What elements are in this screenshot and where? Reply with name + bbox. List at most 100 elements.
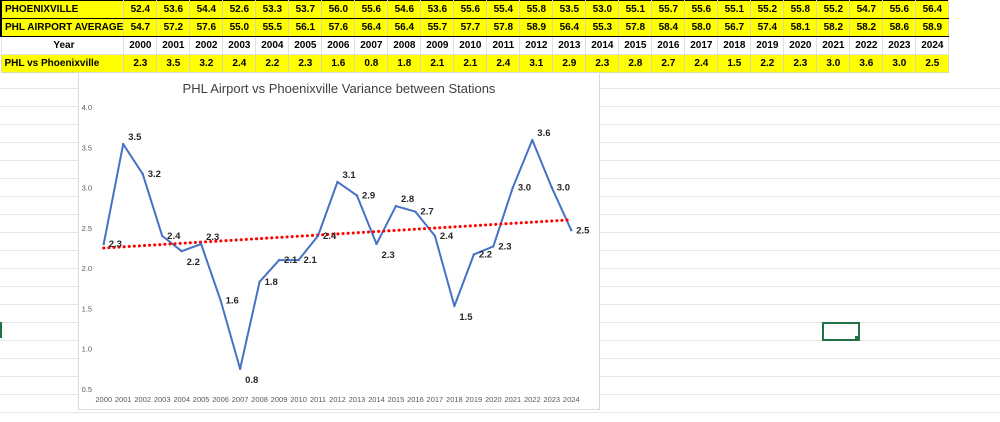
cell[interactable]: 53.6 (420, 0, 455, 19)
cell[interactable]: 2.1 (453, 54, 488, 73)
cell[interactable]: 58.2 (849, 18, 884, 37)
cell[interactable]: 1.6 (321, 54, 356, 73)
cell[interactable]: 57.8 (618, 18, 653, 37)
cell[interactable]: 3.6 (849, 54, 884, 73)
cell[interactable]: 57.6 (321, 18, 356, 37)
row-label-phoenixville[interactable]: PHOENIXVILLE (0, 0, 125, 19)
cell[interactable]: 2012 (519, 36, 554, 55)
cell[interactable]: 58.2 (816, 18, 851, 37)
cell[interactable]: 2013 (552, 36, 587, 55)
cell[interactable]: 55.8 (783, 0, 818, 19)
cell[interactable]: 2020 (783, 36, 818, 55)
cell[interactable]: 53.3 (255, 0, 290, 19)
cell[interactable]: 2001 (156, 36, 191, 55)
cell[interactable]: 55.3 (585, 18, 620, 37)
cell[interactable]: 55.6 (684, 0, 719, 19)
cell[interactable]: 2017 (684, 36, 719, 55)
cell[interactable]: 2.1 (420, 54, 455, 73)
cell[interactable]: 53.7 (288, 0, 323, 19)
cell[interactable]: 2.4 (222, 54, 257, 73)
fill-handle[interactable] (855, 336, 859, 340)
cell[interactable]: 55.1 (618, 0, 653, 19)
cell[interactable]: 2.2 (255, 54, 290, 73)
cell[interactable]: 2014 (585, 36, 620, 55)
cell[interactable]: 55.8 (519, 0, 554, 19)
cell[interactable]: 1.5 (717, 54, 752, 73)
cell[interactable]: 2.2 (750, 54, 785, 73)
cell[interactable]: 0.8 (354, 54, 389, 73)
cell[interactable]: 57.2 (156, 18, 191, 37)
cell[interactable]: 53.0 (585, 0, 620, 19)
cell[interactable]: 2.3 (783, 54, 818, 73)
cell[interactable]: 55.6 (354, 0, 389, 19)
row-label-phl[interactable]: PHL AIRPORT AVERAGE (0, 18, 125, 37)
cell[interactable]: 53.6 (156, 0, 191, 19)
cell[interactable]: 2010 (453, 36, 488, 55)
cell[interactable]: 56.4 (915, 0, 950, 19)
cell[interactable]: 56.4 (354, 18, 389, 37)
cell[interactable]: 55.6 (882, 0, 917, 19)
cell[interactable]: 3.5 (156, 54, 191, 73)
cell[interactable]: 2015 (618, 36, 653, 55)
cell[interactable]: 2007 (354, 36, 389, 55)
cell[interactable]: 2.4 (486, 54, 521, 73)
cell[interactable]: 54.7 (123, 18, 158, 37)
cell[interactable]: 55.6 (453, 0, 488, 19)
cell[interactable]: 55.7 (420, 18, 455, 37)
cell[interactable]: 2016 (651, 36, 686, 55)
cell[interactable]: 56.0 (321, 0, 356, 19)
cell[interactable]: 56.1 (288, 18, 323, 37)
cell[interactable]: 2023 (882, 36, 917, 55)
cell[interactable]: 55.7 (651, 0, 686, 19)
cell[interactable]: 2008 (387, 36, 422, 55)
cell[interactable]: 55.0 (222, 18, 257, 37)
cell[interactable]: 2000 (123, 36, 158, 55)
cell[interactable]: 57.7 (453, 18, 488, 37)
cell[interactable]: 56.7 (717, 18, 752, 37)
cell[interactable]: 58.9 (915, 18, 950, 37)
cell[interactable]: 55.2 (750, 0, 785, 19)
cell[interactable]: 52.6 (222, 0, 257, 19)
cell[interactable]: 2003 (222, 36, 257, 55)
cell[interactable]: 58.0 (684, 18, 719, 37)
cell[interactable]: 2011 (486, 36, 521, 55)
selected-cell[interactable] (822, 322, 860, 341)
cell[interactable]: 2024 (915, 36, 950, 55)
line-chart[interactable]: PHL Airport vs Phoenixville Variance bet… (78, 72, 600, 410)
cell[interactable]: 54.4 (189, 0, 224, 19)
cell[interactable]: 56.4 (552, 18, 587, 37)
cell[interactable]: 3.0 (882, 54, 917, 73)
cell[interactable]: 2002 (189, 36, 224, 55)
cell[interactable]: 2005 (288, 36, 323, 55)
cell[interactable]: 52.4 (123, 0, 158, 19)
cell[interactable]: 57.6 (189, 18, 224, 37)
cell[interactable]: 2.7 (651, 54, 686, 73)
cell[interactable]: 58.6 (882, 18, 917, 37)
cell[interactable]: 57.4 (750, 18, 785, 37)
cell[interactable]: 55.1 (717, 0, 752, 19)
cell[interactable]: 2009 (420, 36, 455, 55)
cell[interactable]: 58.9 (519, 18, 554, 37)
cell[interactable]: 3.2 (189, 54, 224, 73)
row-label-variance[interactable]: PHL vs Phoenixville (0, 54, 125, 73)
cell[interactable]: 58.1 (783, 18, 818, 37)
cell[interactable]: 58.4 (651, 18, 686, 37)
cell[interactable]: 55.2 (816, 0, 851, 19)
cell[interactable]: 2006 (321, 36, 356, 55)
cell[interactable]: 2004 (255, 36, 290, 55)
cell[interactable]: 2019 (750, 36, 785, 55)
cell[interactable]: 54.6 (387, 0, 422, 19)
cell[interactable]: 2.3 (288, 54, 323, 73)
cell[interactable]: 3.0 (816, 54, 851, 73)
cell[interactable]: 2.8 (618, 54, 653, 73)
cell[interactable]: 2018 (717, 36, 752, 55)
cell[interactable]: 55.4 (486, 0, 521, 19)
cell[interactable]: 2.4 (684, 54, 719, 73)
cell[interactable]: 2021 (816, 36, 851, 55)
cell[interactable]: 2.3 (123, 54, 158, 73)
cell[interactable]: 2.3 (585, 54, 620, 73)
cell[interactable]: 53.5 (552, 0, 587, 19)
cell[interactable]: 3.1 (519, 54, 554, 73)
cell[interactable]: 54.7 (849, 0, 884, 19)
row-label-year[interactable]: Year (0, 36, 125, 55)
